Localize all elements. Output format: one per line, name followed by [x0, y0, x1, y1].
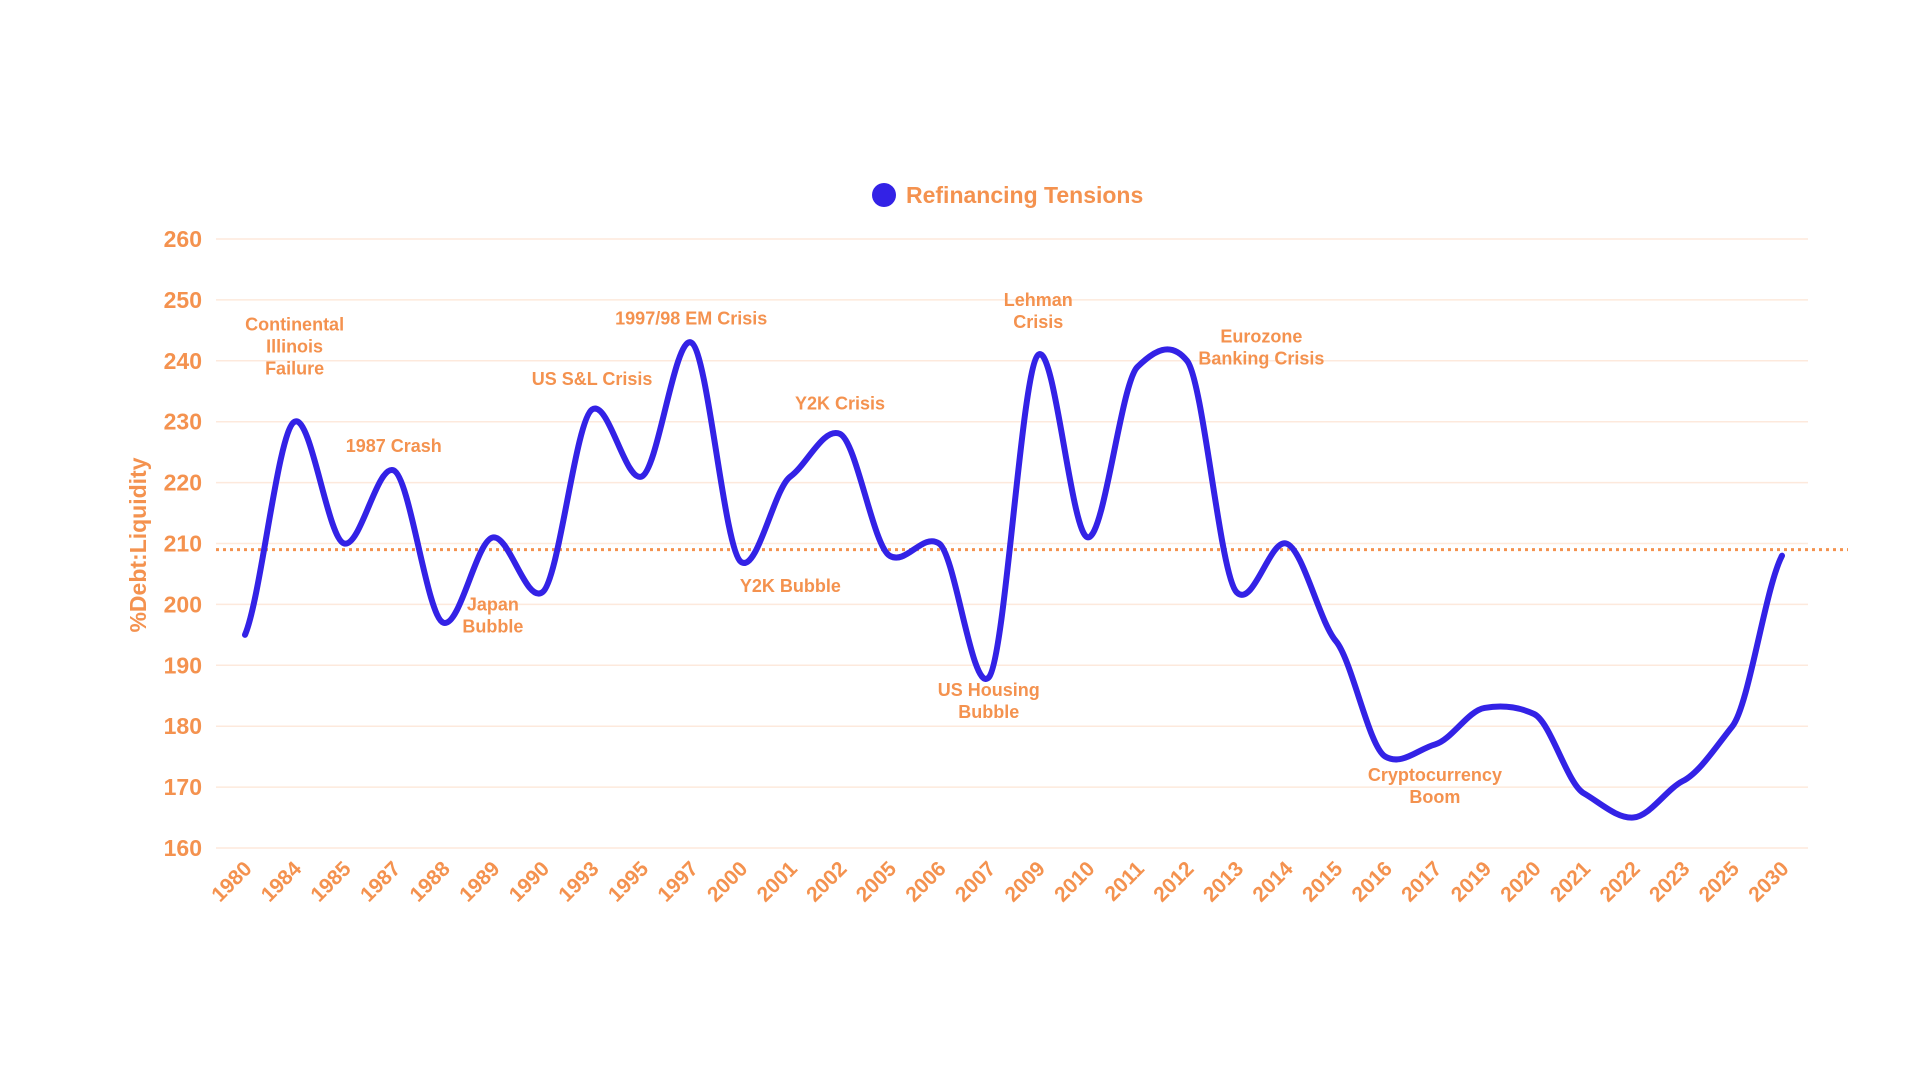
annotation-line: Eurozone	[1220, 327, 1302, 347]
annotation-line: Y2K Bubble	[740, 576, 841, 596]
x-tick-label: 2022	[1595, 857, 1644, 906]
annotation-line: US Housing	[938, 680, 1040, 700]
annotation-label: Japan Bubble	[462, 594, 523, 636]
annotation-line: Cryptocurrency	[1368, 765, 1502, 785]
legend-label: Refinancing Tensions	[906, 182, 1143, 208]
annotation-label: US Housing Bubble	[938, 680, 1040, 722]
legend: Refinancing Tensions	[872, 182, 1143, 208]
y-axis-ticks: 160 170 180 190 200 210 220 230 240 250 260	[164, 226, 202, 861]
y-tick-label: 160	[164, 835, 202, 861]
annotation-line: Illinois	[266, 336, 323, 356]
annotation-label: US S&L Crisis	[532, 369, 653, 389]
x-tick-label: 1990	[505, 857, 554, 906]
x-tick-label: 2016	[1348, 857, 1397, 906]
annotation-line: Y2K Crisis	[795, 394, 885, 414]
x-tick-label: 2017	[1397, 857, 1446, 906]
x-tick-label: 1997	[653, 857, 702, 906]
x-tick-label: 1989	[455, 857, 504, 906]
x-tick-label: 1995	[604, 857, 654, 907]
x-tick-label: 2023	[1645, 857, 1694, 906]
annotation-line: Failure	[265, 358, 324, 378]
annotation-label: 1987 Crash	[346, 436, 442, 456]
y-tick-label: 240	[164, 348, 202, 374]
x-axis-ticks: 1980 1984 1985 1987 1988 1989 1990 1993 1995 1997…	[207, 857, 1793, 907]
annotation-label: Continental Illinois Failure	[245, 314, 344, 378]
annotation-line: Crisis	[1013, 312, 1063, 332]
x-tick-label: 2025	[1695, 857, 1745, 907]
x-tick-label: 1987	[356, 857, 405, 906]
y-tick-label: 200	[164, 591, 202, 617]
x-tick-label: 2001	[753, 857, 803, 907]
x-tick-label: 2007	[951, 857, 1000, 906]
legend-marker	[872, 183, 896, 207]
y-tick-label: 260	[164, 226, 202, 252]
annotation-label: 1997/98 EM Crisis	[615, 308, 767, 328]
x-tick-label: 1993	[554, 857, 603, 906]
annotation-label: Cryptocurrency Boom	[1368, 765, 1502, 807]
annotation-label: Eurozone Banking Crisis	[1198, 327, 1324, 369]
x-tick-label: 2011	[1101, 857, 1150, 906]
annotation-line: 1997/98 EM Crisis	[615, 308, 767, 328]
y-tick-label: 180	[164, 713, 202, 739]
y-tick-label: 220	[164, 470, 202, 496]
annotation-line: Banking Crisis	[1198, 349, 1324, 369]
x-tick-label: 2020	[1496, 857, 1545, 906]
x-tick-label: 2002	[802, 857, 851, 906]
x-tick-label: 2000	[703, 857, 752, 906]
annotation-line: 1987 Crash	[346, 436, 442, 456]
annotation-line: Lehman	[1004, 290, 1073, 310]
y-tick-label: 250	[164, 287, 202, 313]
annotation-line: Bubble	[958, 702, 1019, 722]
x-tick-label: 2021	[1546, 857, 1596, 907]
x-tick-label: 2009	[1001, 857, 1050, 906]
x-tick-label: 2006	[901, 857, 950, 906]
x-tick-label: 2013	[1199, 857, 1248, 906]
x-tick-label: 2010	[1050, 857, 1099, 906]
y-axis-label: %Debt:Liquidity	[125, 457, 151, 632]
x-tick-label: 1984	[257, 857, 307, 907]
x-tick-label: 2014	[1248, 857, 1298, 907]
series-line	[242, 339, 1785, 821]
x-tick-label: 2030	[1744, 857, 1793, 906]
annotation-label: Y2K Crisis	[795, 394, 885, 414]
y-tick-label: 210	[164, 531, 202, 557]
x-tick-label: 1980	[207, 857, 256, 906]
annotations: Continental Illinois Failure 1987 Crash Japa…	[245, 290, 1502, 807]
x-tick-label: 2015	[1298, 857, 1348, 907]
y-tick-label: 170	[164, 774, 202, 800]
annotation-line: Bubble	[462, 616, 523, 636]
x-tick-label: 1988	[406, 857, 456, 907]
x-tick-label: 2012	[1149, 857, 1198, 906]
y-tick-label: 230	[164, 409, 202, 435]
x-tick-label: 1985	[306, 857, 356, 907]
annotation-line: US S&L Crisis	[532, 369, 653, 389]
y-tick-label: 190	[164, 652, 202, 678]
x-tick-label: 2019	[1447, 857, 1496, 906]
annotation-label: Y2K Bubble	[740, 576, 841, 596]
annotation-line: Continental	[245, 314, 344, 334]
annotation-line: Japan	[467, 594, 519, 614]
annotation-line: Boom	[1409, 787, 1460, 807]
annotation-label: Lehman Crisis	[1004, 290, 1073, 332]
x-tick-label: 2005	[852, 857, 902, 907]
